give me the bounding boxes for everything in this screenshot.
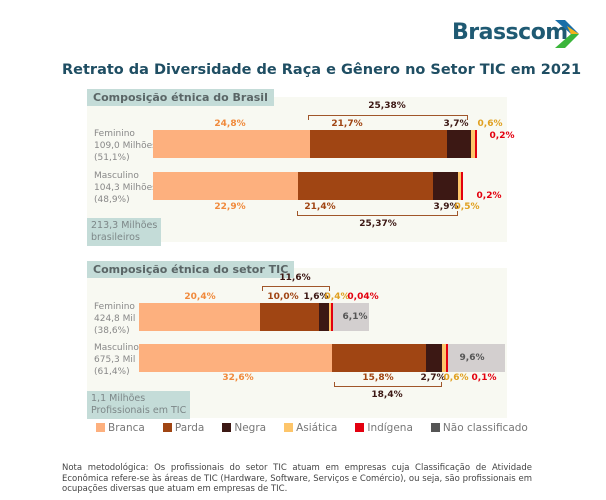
data-label: 3,9% bbox=[433, 202, 459, 212]
bracket bbox=[308, 115, 468, 120]
data-label: 0,6% bbox=[443, 373, 469, 383]
data-label: 3,7% bbox=[443, 119, 469, 129]
row-label: Feminino 424,8 Mil (38,6%) bbox=[94, 302, 136, 336]
bar-asitica bbox=[458, 172, 462, 200]
data-label: 0,4% bbox=[324, 292, 350, 302]
bar-branca bbox=[139, 344, 333, 372]
bracket bbox=[334, 382, 442, 387]
data-label: 20,4% bbox=[184, 292, 216, 302]
bracket-label: 18,4% bbox=[371, 390, 403, 400]
data-label: 0,1% bbox=[471, 373, 497, 383]
bar-negra bbox=[447, 130, 471, 158]
bar-noclassificado bbox=[333, 303, 370, 331]
bracket bbox=[297, 211, 458, 216]
row-label: Feminino 109,0 Milhões (51,1%) bbox=[94, 129, 157, 163]
bar-asitica bbox=[470, 130, 475, 158]
bar-parda bbox=[309, 130, 448, 158]
data-label: 6,1% bbox=[342, 312, 368, 322]
bracket-label: 25,38% bbox=[368, 101, 406, 111]
bar-indgena bbox=[331, 303, 334, 331]
bar-negra bbox=[426, 344, 442, 372]
legend-item: Asiática bbox=[284, 422, 337, 434]
bar-negra bbox=[319, 303, 329, 331]
data-label: 21,4% bbox=[304, 202, 336, 212]
data-label: 1,6% bbox=[303, 292, 329, 302]
bar-branca bbox=[153, 172, 298, 200]
data-label: 24,8% bbox=[214, 119, 246, 129]
panel-brasil bbox=[87, 97, 507, 242]
legend-item: Indígena bbox=[355, 422, 413, 434]
data-label: 21,7% bbox=[331, 119, 363, 129]
data-label: 0,5% bbox=[454, 202, 480, 212]
bar-parda bbox=[297, 172, 434, 200]
bar-parda bbox=[259, 303, 320, 331]
data-label: 9,6% bbox=[459, 353, 485, 363]
legend: Branca Parda Negra Asiática Indígena Não… bbox=[96, 422, 528, 434]
brasscom-logo: Brasscom bbox=[452, 20, 568, 45]
bracket-label: 11,6% bbox=[279, 273, 311, 283]
data-label: 0,6% bbox=[477, 119, 503, 129]
row-label: Masculino 104,3 Milhões (48,9%) bbox=[94, 171, 157, 205]
data-label: 2,7% bbox=[420, 373, 446, 383]
bar-parda bbox=[332, 344, 426, 372]
bracket-label: 25,37% bbox=[359, 219, 397, 229]
legend-item: Branca bbox=[96, 422, 145, 434]
data-label: 0,04% bbox=[347, 292, 379, 302]
bracket bbox=[262, 286, 330, 291]
panel-brasil-title: Composição étnica do Brasil bbox=[87, 89, 274, 106]
bar-branca bbox=[139, 303, 260, 331]
bar-indgena bbox=[445, 344, 448, 372]
data-label: 22,9% bbox=[214, 202, 246, 212]
data-label: 15,8% bbox=[362, 373, 394, 383]
data-label: 0,2% bbox=[489, 131, 515, 141]
bar-asitica bbox=[442, 344, 446, 372]
bar-asitica bbox=[328, 303, 332, 331]
legend-item: Parda bbox=[162, 422, 204, 434]
tic-total: 1,1 Milhões Profissionais em TIC bbox=[87, 391, 191, 419]
bar-branca bbox=[153, 130, 310, 158]
data-label: 10,0% bbox=[267, 292, 299, 302]
row-label: Masculino 675,3 Mil (61,4%) bbox=[94, 343, 139, 377]
data-label: 32,6% bbox=[222, 373, 254, 383]
methodology-note: Nota metodológica: Os profissionais do s… bbox=[62, 463, 532, 494]
legend-item: Negra bbox=[222, 422, 266, 434]
data-label: 0,2% bbox=[476, 191, 502, 201]
page-title: Retrato da Diversidade de Raça e Gênero … bbox=[62, 62, 582, 78]
bar-noclassificado bbox=[447, 344, 505, 372]
panel-tic-title: Composição étnica do setor TIC bbox=[87, 261, 295, 278]
brasil-total: 213,3 Milhões brasileiros bbox=[87, 218, 162, 246]
bar-indgena bbox=[461, 172, 464, 200]
logo-chevron-icon bbox=[555, 20, 579, 48]
bar-indgena bbox=[474, 130, 477, 158]
bar-negra bbox=[433, 172, 459, 200]
legend-item: Não classificado bbox=[430, 422, 528, 434]
